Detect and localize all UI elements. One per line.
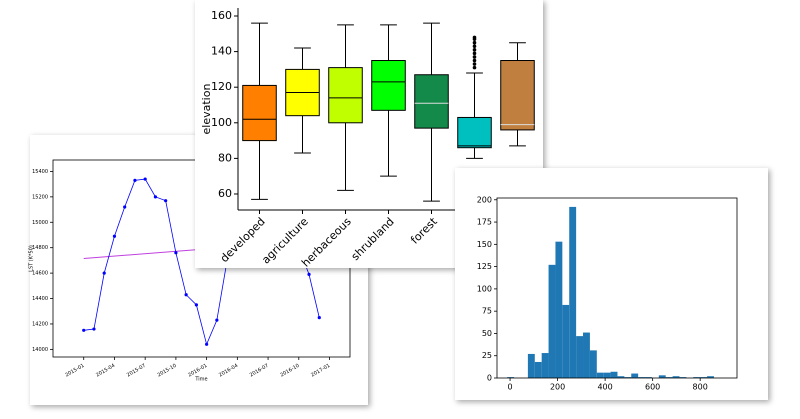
bar	[672, 376, 680, 378]
outlier	[472, 40, 477, 45]
y-tick-label: 15200	[32, 194, 48, 200]
bar	[603, 372, 611, 378]
y-tick-label: 14200	[32, 321, 48, 327]
box	[371, 60, 406, 111]
box	[457, 116, 492, 149]
bar	[700, 377, 708, 378]
point	[92, 327, 96, 331]
x-tick-label: 400	[597, 383, 612, 392]
y-tick-label: 150	[477, 240, 492, 249]
outlier	[472, 58, 477, 63]
y-tick-label: 125	[477, 262, 492, 271]
bar	[576, 336, 584, 378]
y-tick-label: 60	[218, 187, 232, 200]
card	[455, 168, 768, 400]
bar	[541, 353, 549, 378]
y-tick-label: 120	[211, 80, 232, 93]
y-tick-label: 100	[477, 284, 492, 293]
bar	[548, 264, 556, 378]
box	[242, 84, 277, 142]
bar	[693, 377, 701, 378]
outlier	[472, 65, 477, 70]
box-card: 6080100120140160elevationdevelopedagricu…	[195, 0, 543, 270]
y-axis-label: LST (K*50)	[29, 245, 35, 272]
hist-card: 0 25 50 75 100 125 150 175 200 0 200 400 600 800	[455, 168, 768, 400]
point	[143, 177, 147, 181]
outlier	[472, 62, 477, 66]
point	[123, 205, 127, 209]
point	[153, 195, 158, 199]
bar	[679, 377, 687, 378]
box	[500, 60, 535, 131]
bar	[569, 206, 577, 378]
bar	[631, 373, 639, 378]
y-tick-label: 160	[211, 9, 232, 22]
point	[112, 234, 117, 238]
y-tick-label: 14000	[32, 347, 48, 353]
bar	[527, 353, 535, 378]
point	[133, 178, 137, 182]
outlier	[472, 48, 477, 52]
bar	[617, 376, 625, 378]
bar	[707, 376, 714, 378]
x-tick-label: 0	[508, 383, 513, 392]
y-tick-label: 75	[482, 307, 492, 316]
bar	[638, 377, 646, 378]
bar	[583, 332, 590, 378]
point	[82, 328, 86, 332]
y-tick-label: 14800	[32, 245, 48, 251]
y-tick-label: 15000	[32, 220, 48, 226]
bar	[658, 375, 666, 378]
point	[102, 271, 106, 275]
point	[205, 342, 209, 346]
bar	[665, 377, 673, 378]
point	[174, 251, 178, 255]
box	[414, 74, 449, 129]
y-tick-label: 14400	[32, 296, 48, 302]
bar	[624, 377, 632, 378]
box	[328, 67, 363, 124]
y-tick-label: 200	[477, 195, 492, 204]
bar	[610, 371, 618, 378]
y-tick-label: 50	[482, 329, 492, 338]
outlier	[472, 35, 477, 40]
bar	[596, 372, 604, 378]
x-axis-label: Time	[194, 377, 207, 383]
y-tick-label: 0	[487, 374, 492, 383]
y-tick-label: 175	[477, 218, 492, 227]
y-tick-label: 100	[211, 116, 232, 129]
outlier	[472, 51, 477, 56]
plot-frame	[496, 197, 738, 379]
point	[215, 318, 219, 322]
y-axis-label: elevation	[200, 84, 213, 135]
outlier	[472, 55, 477, 59]
point	[307, 272, 311, 276]
x-tick-label: 600	[645, 383, 660, 392]
y-tick-label: 140	[211, 45, 232, 58]
point	[317, 316, 321, 320]
bar	[507, 377, 515, 378]
bar	[555, 241, 563, 378]
bar	[589, 350, 597, 378]
y-tick-label: 80	[218, 151, 232, 164]
y-tick-label: 14600	[32, 271, 48, 277]
y-tick-label: 15400	[32, 169, 48, 175]
bar	[534, 361, 542, 378]
outlier	[472, 44, 477, 49]
point	[184, 293, 188, 297]
point	[164, 199, 168, 203]
point	[194, 303, 198, 307]
x-tick-label: 200	[550, 383, 565, 392]
y-tick-label: 25	[482, 351, 492, 360]
bar	[645, 377, 652, 378]
x-tick-label: 800	[693, 383, 708, 392]
bar	[562, 304, 570, 378]
